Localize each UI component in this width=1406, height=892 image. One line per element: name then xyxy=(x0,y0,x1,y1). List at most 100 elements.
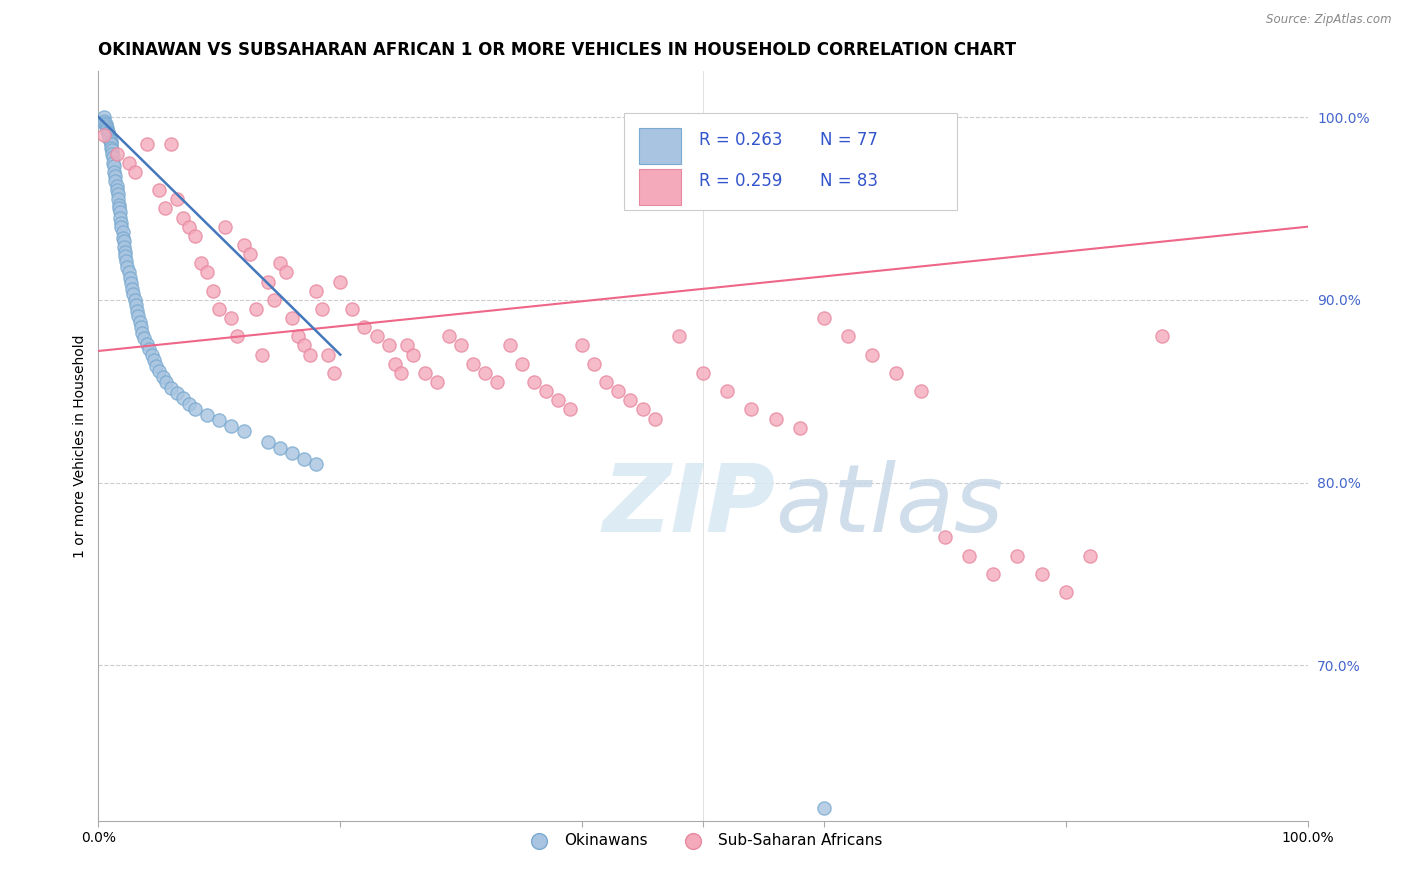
Point xyxy=(110,219,132,234)
Point xyxy=(110,216,132,230)
Point xyxy=(208,301,231,316)
Point xyxy=(214,219,236,234)
Point xyxy=(232,425,254,439)
Point xyxy=(125,298,148,312)
Text: R = 0.259: R = 0.259 xyxy=(699,172,783,190)
Point xyxy=(860,348,883,362)
Point xyxy=(910,384,932,399)
Point xyxy=(103,165,125,179)
Point xyxy=(184,228,207,243)
Point xyxy=(148,364,170,378)
Point xyxy=(957,549,980,563)
Point xyxy=(100,137,122,152)
Point xyxy=(112,240,135,254)
Point xyxy=(534,384,557,399)
Point xyxy=(631,402,654,417)
Point xyxy=(498,338,520,352)
Point xyxy=(190,256,212,270)
Point xyxy=(292,338,315,352)
Point xyxy=(366,329,388,343)
Point xyxy=(145,359,167,373)
Point xyxy=(112,235,135,249)
Point xyxy=(1152,329,1174,343)
Point xyxy=(166,386,188,401)
Point xyxy=(232,238,254,252)
Point xyxy=(256,275,278,289)
Point xyxy=(395,338,418,352)
Point xyxy=(124,165,146,179)
Point xyxy=(256,435,278,450)
Point xyxy=(143,353,166,368)
Point xyxy=(269,256,291,270)
Point xyxy=(103,160,125,174)
Point xyxy=(172,392,194,406)
Point xyxy=(202,284,225,298)
Point xyxy=(329,275,352,289)
Point xyxy=(93,110,115,124)
Point xyxy=(118,271,141,285)
Point xyxy=(114,245,136,260)
Point xyxy=(160,380,183,394)
Point xyxy=(179,397,201,411)
Point xyxy=(486,375,509,389)
Point xyxy=(104,174,127,188)
Point xyxy=(104,169,127,183)
Point xyxy=(1054,585,1077,599)
Point xyxy=(837,329,859,343)
Point xyxy=(263,293,285,307)
Point xyxy=(172,211,194,225)
Point xyxy=(111,225,134,239)
Point xyxy=(98,128,121,143)
Point xyxy=(195,265,218,279)
Point xyxy=(122,287,145,301)
Point xyxy=(195,408,218,422)
Point xyxy=(463,357,485,371)
Point xyxy=(342,301,364,316)
Point xyxy=(208,413,231,427)
Point xyxy=(789,421,811,435)
Point xyxy=(127,310,149,324)
Point xyxy=(311,301,333,316)
Point xyxy=(94,117,117,131)
Bar xyxy=(638,128,682,163)
Point xyxy=(316,348,339,362)
Point xyxy=(108,198,131,212)
Point xyxy=(221,418,243,433)
Point xyxy=(108,211,131,225)
Point xyxy=(1031,566,1053,581)
Point xyxy=(117,260,139,274)
Point xyxy=(305,457,328,471)
Point xyxy=(105,183,128,197)
Point xyxy=(413,366,436,380)
Point xyxy=(583,357,606,371)
Point xyxy=(118,155,141,169)
Point xyxy=(138,342,160,356)
FancyBboxPatch shape xyxy=(624,112,957,210)
Text: R = 0.263: R = 0.263 xyxy=(699,130,783,149)
Point xyxy=(128,315,150,329)
Text: N = 83: N = 83 xyxy=(820,172,879,190)
Point xyxy=(155,375,177,389)
Point xyxy=(619,393,641,408)
Point xyxy=(129,320,152,334)
Point xyxy=(108,205,131,219)
Point xyxy=(607,384,630,399)
Point xyxy=(148,183,170,197)
Point xyxy=(127,303,149,318)
Point xyxy=(668,329,690,343)
Text: atlas: atlas xyxy=(776,460,1004,551)
Legend: Okinawans, Sub-Saharan Africans: Okinawans, Sub-Saharan Africans xyxy=(517,827,889,855)
Point xyxy=(474,366,496,380)
Point xyxy=(101,155,124,169)
Point xyxy=(134,331,156,345)
Point xyxy=(281,311,304,326)
Point xyxy=(100,141,122,155)
Point xyxy=(97,125,120,139)
Point xyxy=(981,566,1004,581)
Point xyxy=(184,402,207,417)
Point xyxy=(353,320,375,334)
Point xyxy=(377,338,399,352)
Point xyxy=(547,393,569,408)
Point xyxy=(299,348,322,362)
Point xyxy=(166,192,188,206)
